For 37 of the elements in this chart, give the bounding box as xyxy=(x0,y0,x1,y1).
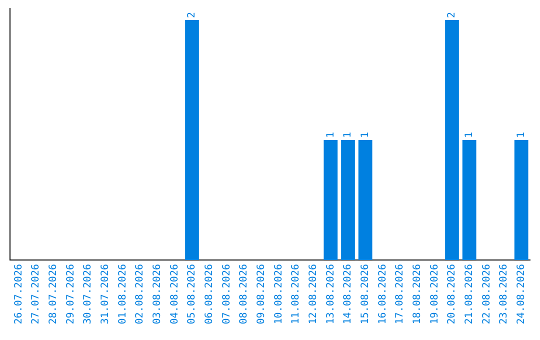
x-tick-label: 27.07.2026 xyxy=(30,264,42,324)
data-label: 1 xyxy=(360,132,371,138)
x-tick-label: 07.08.2026 xyxy=(221,264,232,324)
x-tick-label: 19.08.2026 xyxy=(429,264,440,324)
x-tick-label: 23.08.2026 xyxy=(498,264,510,324)
x-tick-label: 18.08.2026 xyxy=(412,264,423,324)
x-tick-label: 11.08.2026 xyxy=(290,264,302,324)
data-label: 2 xyxy=(446,12,458,18)
x-tick-label: 31.07.2026 xyxy=(100,264,111,324)
x-tick-label: 03.08.2026 xyxy=(152,264,163,324)
x-tick-label: 05.08.2026 xyxy=(186,264,198,324)
data-label: 2 xyxy=(186,12,198,18)
x-tick-label: 01.08.2026 xyxy=(117,264,128,324)
x-tick-label: 15.08.2026 xyxy=(360,264,371,324)
x-tick-label: 10.08.2026 xyxy=(273,264,284,324)
x-tick-label: 17.08.2026 xyxy=(394,264,406,324)
x-tick-label: 28.07.2026 xyxy=(48,264,59,324)
x-tick-label: 08.08.2026 xyxy=(238,264,250,324)
x-tick-label: 09.08.2026 xyxy=(256,264,267,324)
x-tick-label: 29.07.2026 xyxy=(65,264,76,324)
data-label: 1 xyxy=(464,132,475,138)
x-tick-label: 22.08.2026 xyxy=(481,264,492,324)
x-tick-label: 06.08.2026 xyxy=(204,264,215,324)
x-tick-label: 13.08.2026 xyxy=(325,264,336,324)
x-tick-label: 16.08.2026 xyxy=(377,264,388,324)
data-label: 1 xyxy=(325,132,336,138)
x-tick-label: 21.08.2026 xyxy=(464,264,475,324)
x-tick-label: 04.08.2026 xyxy=(169,264,180,324)
x-tick-label: 26.07.2026 xyxy=(13,264,24,324)
x-tick-label: 02.08.2026 xyxy=(134,264,146,324)
x-tick-label: 20.08.2026 xyxy=(446,264,458,324)
data-label: 1 xyxy=(342,132,354,138)
x-tick-label: 30.07.2026 xyxy=(82,264,94,324)
x-tick-label: 12.08.2026 xyxy=(308,264,319,324)
x-tick-label: 24.08.2026 xyxy=(516,264,527,324)
data-label: 1 xyxy=(516,132,527,138)
x-tick-label: 14.08.2026 xyxy=(342,264,354,324)
